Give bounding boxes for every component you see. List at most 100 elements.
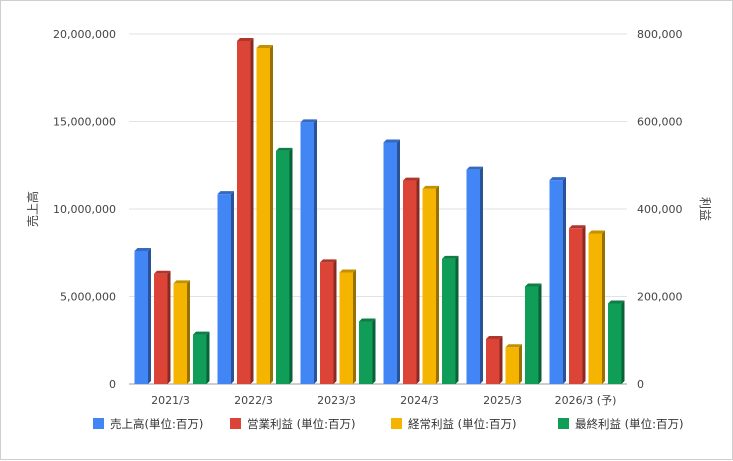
bar-side xyxy=(563,177,566,384)
x-tick-label: 2025/3 xyxy=(483,394,522,407)
legend-label: 経常利益 (単位:百万) xyxy=(408,417,517,431)
bar-side xyxy=(480,166,483,384)
legend-label: 営業利益 (単位:百万) xyxy=(247,417,356,431)
bar-top xyxy=(588,230,605,234)
right-tick-label: 600,000 xyxy=(637,116,683,129)
bar xyxy=(422,188,436,384)
bar xyxy=(173,283,187,384)
bar-top xyxy=(217,191,234,195)
bar-top xyxy=(422,185,439,189)
legend-swatch xyxy=(230,418,241,429)
bar xyxy=(569,228,583,384)
right-tick-label: 0 xyxy=(637,378,644,391)
bar xyxy=(608,303,622,384)
bar-side xyxy=(206,331,210,384)
bar-top xyxy=(193,331,210,335)
bar-top xyxy=(569,225,586,229)
bar-side xyxy=(333,259,337,384)
bar-top xyxy=(442,255,459,259)
bar xyxy=(383,142,397,384)
bar-side xyxy=(621,300,625,384)
left-tick-label: 20,000,000 xyxy=(53,28,116,41)
bar-top xyxy=(403,177,420,181)
bar-side xyxy=(148,248,151,384)
legend-swatch xyxy=(558,418,569,429)
bar-top xyxy=(383,139,400,143)
bar xyxy=(505,347,519,384)
bar xyxy=(154,273,168,384)
bar-top xyxy=(525,283,542,287)
bar xyxy=(276,150,290,384)
bar xyxy=(217,194,231,384)
bar-side xyxy=(289,147,293,384)
bar xyxy=(442,258,456,384)
x-tick-label: 2022/3 xyxy=(234,394,273,407)
bar-top xyxy=(173,280,190,284)
bar xyxy=(588,233,602,384)
x-tick-label: 2021/3 xyxy=(151,394,190,407)
bar-top xyxy=(300,119,317,123)
bar-side xyxy=(270,45,273,384)
bar-top xyxy=(505,344,522,348)
bar-top xyxy=(256,45,273,48)
bar-side xyxy=(397,139,400,384)
bar-side xyxy=(455,255,459,384)
bar-top xyxy=(608,300,625,304)
bar xyxy=(300,122,314,384)
bar-side xyxy=(602,230,605,384)
bar xyxy=(320,262,334,384)
bar xyxy=(339,272,353,384)
bar-side xyxy=(499,335,503,384)
right-tick-label: 200,000 xyxy=(637,291,683,304)
left-tick-label: 15,000,000 xyxy=(53,116,116,129)
bar-top xyxy=(339,269,356,273)
bar-top xyxy=(486,335,503,339)
bar-side xyxy=(519,344,522,384)
legend-label: 最終利益 (単位:百万) xyxy=(575,417,684,431)
bar xyxy=(359,321,373,384)
bar-top xyxy=(549,177,566,181)
bar-top xyxy=(276,147,293,151)
legend-label: 売上高(単位:百万) xyxy=(110,417,203,431)
right-axis-title: 利益 xyxy=(698,197,712,221)
bar xyxy=(525,286,539,384)
bar xyxy=(134,251,148,384)
x-tick-label: 2023/3 xyxy=(317,394,356,407)
bar xyxy=(466,169,480,384)
bar-side xyxy=(436,185,439,384)
bar-side xyxy=(353,269,356,384)
bar-side xyxy=(231,191,234,384)
bar xyxy=(549,180,563,384)
legend-swatch xyxy=(93,418,104,429)
bar-top xyxy=(134,248,151,251)
bar-side xyxy=(416,177,420,384)
legend-swatch xyxy=(391,418,402,429)
bar-side xyxy=(250,38,254,384)
x-tick-label: 2026/3 (予) xyxy=(555,394,617,407)
bar xyxy=(193,334,207,384)
bar-top xyxy=(359,318,376,322)
bar-top xyxy=(237,38,254,41)
bar-side xyxy=(187,280,190,384)
bar-top xyxy=(320,259,337,263)
left-tick-label: 10,000,000 xyxy=(53,203,116,216)
bar-side xyxy=(372,318,376,384)
right-tick-label: 400,000 xyxy=(637,203,683,216)
bar xyxy=(256,48,270,384)
bar xyxy=(486,338,500,384)
bar-side xyxy=(582,225,586,384)
right-tick-label: 800,000 xyxy=(637,28,683,41)
bar xyxy=(403,180,417,384)
bar-top xyxy=(466,166,483,170)
bar-top xyxy=(154,270,171,274)
bar-side xyxy=(538,283,542,384)
x-tick-label: 2024/3 xyxy=(400,394,439,407)
left-tick-label: 0 xyxy=(109,378,116,391)
bar xyxy=(237,41,251,384)
bar-side xyxy=(314,119,317,384)
left-axis-title: 売上高 xyxy=(25,191,40,227)
bar-side xyxy=(167,270,171,384)
left-tick-label: 5,000,000 xyxy=(60,291,116,304)
